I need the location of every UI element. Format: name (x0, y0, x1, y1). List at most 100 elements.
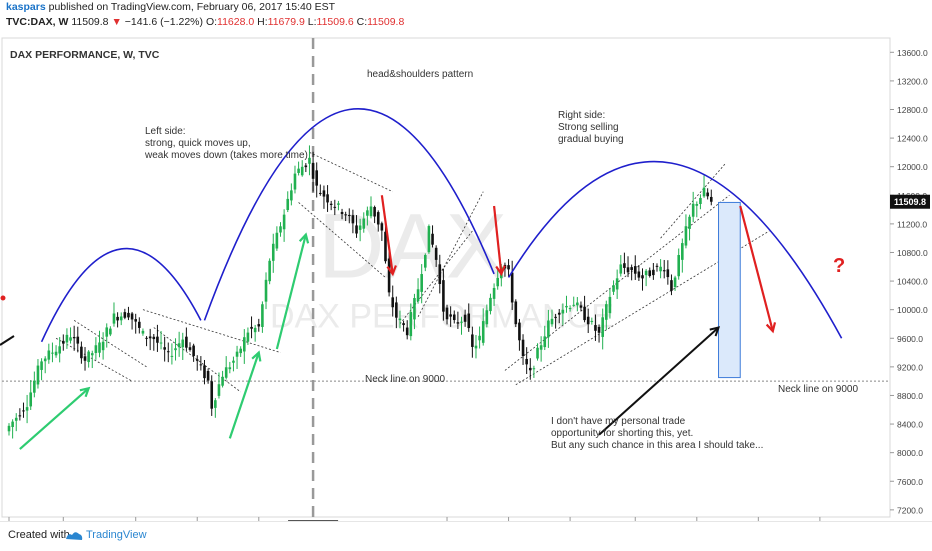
candle-body (492, 287, 496, 299)
watermark-title: DAX PERFORMANCE (270, 298, 614, 336)
candle-body (159, 342, 163, 344)
candle-body (253, 327, 257, 333)
question-mark: ? (833, 255, 845, 277)
candle-body (311, 162, 315, 179)
candle-body (293, 173, 297, 190)
candle-body (532, 368, 536, 370)
y-tick-label: 7200.0 (897, 505, 923, 515)
candle-body (572, 304, 576, 306)
neck-label-left: Neck line on 9000 (365, 374, 445, 385)
x-axis: Sep2014MaySep2015Sep2016MaySep2017MayAug (8, 517, 821, 521)
candle-body (80, 346, 83, 359)
candle-body (185, 336, 188, 348)
red-arrow (492, 205, 503, 275)
candle-body (362, 218, 366, 229)
candle-body (33, 380, 36, 393)
candle-body (387, 258, 391, 293)
candle-body (36, 365, 40, 385)
channel-line (142, 309, 281, 353)
tradingview-brand[interactable]: TradingView (86, 529, 147, 541)
tradingview-logo-icon[interactable] (64, 528, 84, 544)
candle-body (101, 341, 105, 351)
candle-body (14, 417, 18, 421)
candle-body (62, 340, 65, 344)
candle-body (355, 225, 358, 234)
y-tick-label: 8000.0 (897, 448, 923, 458)
candle-body (344, 214, 347, 216)
edge-line-mark (0, 335, 15, 346)
candle-body (666, 269, 670, 278)
y-tick-label: 9200.0 (897, 362, 923, 372)
price-chart[interactable]: 13600.013200.012800.012400.012000.011600… (0, 0, 932, 521)
y-tick-label: 7600.0 (897, 477, 923, 487)
candle-body (239, 348, 242, 354)
candle-body (561, 309, 565, 314)
y-tick-label: 12000.0 (897, 162, 928, 172)
candle-body (170, 355, 174, 357)
candle-body (557, 312, 561, 315)
candle-body (489, 297, 492, 312)
candle-body (659, 266, 662, 272)
footer: Created with TradingView (0, 521, 932, 551)
candle-body (568, 308, 572, 310)
candle-body (608, 296, 612, 314)
crosshair-date: 2015-04-13 (288, 520, 339, 521)
red-arrow-head (386, 265, 397, 277)
candle-body (228, 367, 232, 370)
candle-body (148, 336, 152, 339)
candle-body (445, 307, 449, 320)
candle-body (474, 345, 478, 349)
candle-body (337, 203, 340, 205)
author-name[interactable]: kaspars (6, 1, 46, 13)
candle-body (177, 343, 181, 348)
candle-body (221, 376, 224, 386)
trade-comment: But any such chance in this area I shoul… (551, 440, 763, 451)
candle-body (471, 334, 474, 347)
y-axis: 13600.013200.012800.012400.012000.011600… (890, 48, 928, 515)
y-tick-label: 12400.0 (897, 134, 928, 144)
left-side-note: weak moves down (takes more time) (144, 150, 308, 161)
candle-body (65, 334, 69, 343)
right-side-note: gradual buying (558, 134, 624, 145)
candle-body (112, 313, 116, 324)
candle-body (268, 260, 271, 282)
candle-body (648, 270, 652, 276)
price-tag: 11509.8 (890, 194, 930, 209)
red-arrow-head (495, 265, 506, 277)
candle-body (232, 360, 235, 363)
candle-body (192, 345, 195, 356)
close-label: C: (356, 16, 368, 28)
green-arrow-head (251, 350, 262, 362)
candle-body (98, 342, 101, 353)
candle-body (637, 271, 641, 278)
candle-body (94, 345, 98, 354)
candle-body (633, 266, 637, 274)
candle-body (286, 198, 290, 211)
symbol-label: TVC:DAX, W (6, 16, 69, 28)
close-value: 11509.8 (367, 16, 405, 28)
candle-body (141, 330, 145, 334)
candle-body (431, 233, 434, 245)
black-arrow (598, 326, 720, 436)
candle-body (152, 336, 156, 340)
plot-area[interactable] (1, 37, 891, 518)
candle-body (662, 270, 666, 272)
candle-body (594, 325, 597, 331)
pattern-arc (40, 247, 202, 343)
candle-body (709, 196, 713, 202)
pattern-arc (203, 108, 495, 321)
channel-line (504, 194, 730, 371)
candle-body (138, 321, 141, 328)
candle-body (83, 356, 87, 361)
candle-body (43, 358, 47, 362)
candle-body (478, 335, 481, 341)
candle-body (203, 365, 206, 379)
y-tick-label: 10800.0 (897, 248, 928, 258)
candle-body (300, 166, 304, 176)
ohlc-values: O:11628.0 H:11679.9 L:11509.6 C:11509.8 (206, 16, 404, 28)
candle-body (449, 314, 452, 317)
candle-body (670, 280, 673, 291)
candle-body (405, 327, 409, 336)
candle-body (601, 317, 604, 337)
y-tick-label: 12800.0 (897, 105, 928, 115)
